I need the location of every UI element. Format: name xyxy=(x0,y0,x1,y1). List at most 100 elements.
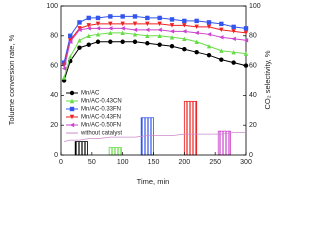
marker xyxy=(68,39,73,44)
marker xyxy=(206,52,212,58)
marker xyxy=(157,15,162,21)
legend-marker xyxy=(69,114,75,120)
marker xyxy=(169,35,175,40)
y-tick-label: 20 xyxy=(50,122,58,129)
marker xyxy=(86,42,91,47)
y2-tick-label: 100 xyxy=(249,3,261,10)
marker xyxy=(145,33,150,38)
marker xyxy=(61,60,67,65)
marker xyxy=(231,36,236,41)
series-line xyxy=(63,27,247,69)
marker xyxy=(219,57,224,62)
legend-label: Mn/AC-0.50FN xyxy=(81,123,121,129)
series-line xyxy=(63,41,247,81)
marker xyxy=(194,39,199,44)
y2-tick-label: 80 xyxy=(249,33,257,40)
marker xyxy=(145,15,150,21)
marker xyxy=(120,26,125,31)
marker xyxy=(132,21,138,27)
legend-label: Mn/AC-0.43CN xyxy=(81,99,122,105)
marker xyxy=(145,27,150,33)
y2-tick-label: 0 xyxy=(249,152,253,159)
marker xyxy=(182,36,187,41)
marker xyxy=(206,24,212,30)
marker xyxy=(120,30,125,36)
y2-tick-label: 60 xyxy=(249,62,257,69)
marker xyxy=(132,27,138,33)
marker xyxy=(243,63,249,68)
marker xyxy=(182,23,187,28)
marker xyxy=(231,24,236,30)
x-tick-label: 100 xyxy=(117,159,129,166)
marker xyxy=(243,38,249,43)
marker xyxy=(61,75,67,80)
y-tick-label: 0 xyxy=(54,152,58,159)
marker xyxy=(157,27,162,33)
marker xyxy=(77,27,82,33)
y-tick-label: 80 xyxy=(50,33,58,40)
marker xyxy=(77,45,82,50)
marker xyxy=(157,42,162,47)
marker xyxy=(219,27,224,33)
x-tick-label: 50 xyxy=(88,159,96,166)
marker xyxy=(108,21,113,27)
marker xyxy=(77,26,82,31)
marker xyxy=(86,26,91,31)
marker xyxy=(108,39,113,44)
chart: Time, min Toluene conversion rate, % CO₂… xyxy=(7,3,272,186)
marker xyxy=(243,51,249,56)
marker xyxy=(231,29,236,34)
marker xyxy=(108,14,113,19)
marker xyxy=(86,15,91,21)
marker xyxy=(120,39,125,44)
x-tick-label: 300 xyxy=(240,159,252,166)
bar xyxy=(183,100,198,156)
y2-tick-label: 20 xyxy=(249,122,257,129)
marker xyxy=(231,49,236,55)
marker xyxy=(61,66,67,71)
marker xyxy=(132,14,138,19)
marker xyxy=(68,54,73,59)
bar xyxy=(217,130,231,156)
marker xyxy=(68,33,73,38)
marker xyxy=(194,24,199,30)
marker xyxy=(169,17,175,22)
marker xyxy=(145,21,150,27)
marker xyxy=(219,35,224,40)
y-tick-label: 100 xyxy=(46,3,58,10)
marker xyxy=(182,18,187,24)
marker xyxy=(120,21,125,27)
marker xyxy=(86,33,91,38)
legend-label: Mn/AC-0.33FN xyxy=(81,107,121,113)
marker xyxy=(231,60,236,65)
marker xyxy=(68,38,73,43)
marker xyxy=(108,30,113,36)
marker xyxy=(95,15,101,21)
marker xyxy=(120,14,125,19)
series-line xyxy=(63,132,246,142)
marker xyxy=(182,47,187,52)
marker xyxy=(95,39,101,44)
legend-marker xyxy=(69,106,75,112)
y2-axis-label: CO₂ selectivity, % xyxy=(263,50,272,109)
marker xyxy=(132,39,138,44)
marker xyxy=(108,26,113,31)
marker xyxy=(95,21,101,27)
x-axis-label: Time, min xyxy=(137,177,170,186)
series-line xyxy=(63,15,247,63)
legend-label: Mn/AC xyxy=(81,91,100,97)
marker xyxy=(206,44,212,49)
y-tick-label: 40 xyxy=(50,92,58,99)
legend-label: Mn/AC-0.43FN xyxy=(81,115,121,121)
marker xyxy=(77,38,82,43)
legend-marker xyxy=(69,122,75,128)
marker xyxy=(219,21,224,27)
x-tick-label: 0 xyxy=(59,159,63,166)
marker xyxy=(145,41,150,46)
marker xyxy=(243,26,249,31)
marker xyxy=(132,32,138,37)
y-axis-label: Toluene conversion rate, % xyxy=(7,34,16,125)
marker xyxy=(219,48,224,53)
x-tick-label: 200 xyxy=(178,159,190,166)
marker xyxy=(95,32,101,37)
